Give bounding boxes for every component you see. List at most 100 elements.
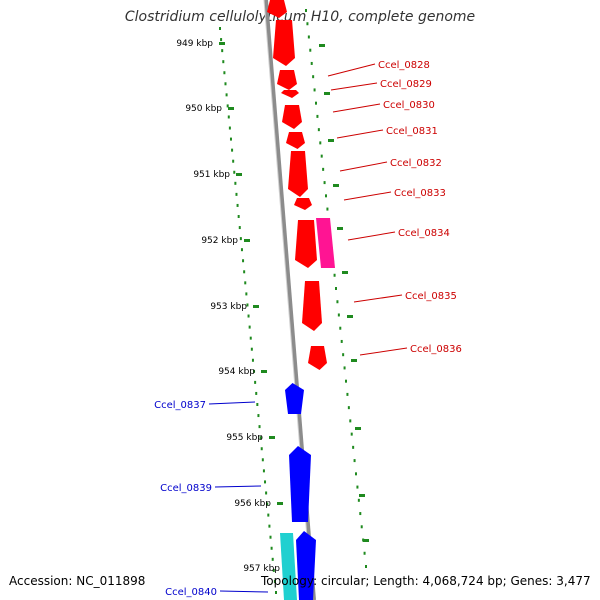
inner-tick-dot	[266, 502, 269, 506]
scale-tick-label: 950 kbp	[185, 104, 222, 114]
outer-tick-dot	[305, 9, 307, 12]
gene-label: Ccel_0832	[390, 158, 442, 169]
gene-label: Ccel_0837	[154, 400, 206, 411]
gene-label: Ccel_0840	[165, 587, 217, 598]
inner-tick-dot	[248, 325, 251, 329]
leader-line	[353, 294, 403, 303]
inner-tick-dot	[261, 458, 264, 462]
gene-arrow	[282, 105, 302, 129]
inner-tick-dot	[231, 148, 234, 152]
inner-tick-dot	[224, 82, 227, 86]
outer-tick-dot	[352, 445, 355, 449]
outer-tick-dot	[355, 472, 357, 476]
gene-label: Ccel_0831	[386, 126, 438, 137]
scale-tick-label: 954 kbp	[218, 367, 255, 377]
inner-tick-dot	[249, 336, 252, 340]
inner-tick-dot	[243, 270, 246, 274]
inner-tick-dot	[240, 248, 243, 252]
outer-tick-dot	[322, 167, 325, 171]
outer-tick-dot	[323, 181, 326, 185]
leader-line	[359, 347, 408, 356]
outer-tick-dot	[336, 300, 339, 304]
inner-tick-dot	[268, 524, 271, 528]
gene-arrow	[288, 151, 308, 197]
outer-tick-dot	[353, 459, 356, 463]
inner-tick-dot	[238, 226, 241, 230]
outer-tick-dot	[337, 313, 340, 317]
inner-tick-dot	[272, 568, 275, 572]
gene-label: Ccel_0828	[378, 60, 430, 71]
inner-tick-dot	[229, 137, 232, 141]
gene-arrow	[302, 281, 322, 331]
gene-arrow	[295, 220, 317, 268]
outer-tick-dot	[360, 525, 363, 529]
outer-tick-dot	[306, 22, 309, 26]
outer-tick-dot	[350, 432, 353, 436]
inner-tick-dot	[251, 358, 254, 362]
outer-tick-dot	[345, 379, 347, 383]
gene-label: Ccel_0836	[410, 344, 462, 355]
inner-tick-dot	[256, 403, 259, 406]
outer-tick-dot	[326, 207, 329, 211]
gene-arrow	[308, 346, 327, 370]
inner-tick-dot	[264, 480, 267, 484]
gene-arrow	[277, 70, 297, 90]
leader-line	[219, 590, 269, 593]
outer-tick-dot	[347, 406, 350, 410]
outer-tick-dot	[333, 273, 336, 277]
inner-tick-dot	[222, 60, 225, 64]
accession-text: Accession: NC_011898	[9, 574, 146, 588]
gene-arrow	[273, 20, 295, 66]
inner-tick-dot	[232, 159, 235, 163]
leader-line	[332, 103, 381, 113]
outer-tick-dot	[319, 141, 322, 145]
major-tick	[228, 107, 234, 110]
gene-arrow	[267, 0, 287, 18]
gene-arrow	[289, 446, 311, 522]
inner-tick-dot	[221, 49, 224, 53]
outer-tick-dot	[349, 419, 352, 423]
inner-tick-dot	[226, 104, 229, 108]
gene-features	[267, 0, 335, 600]
gene-arrow	[294, 198, 312, 210]
gene-label: Ccel_0830	[383, 100, 435, 111]
leader-line	[336, 129, 384, 139]
inner-tick-dot	[275, 591, 277, 594]
outer-tick-dot	[316, 114, 319, 118]
outer-major-tick	[328, 139, 334, 142]
gene-arrow	[296, 531, 316, 600]
scale-tick-label: 949 kbp	[176, 39, 213, 49]
inner-tick-dot	[219, 27, 221, 30]
outer-major-tick	[324, 92, 330, 95]
major-tick	[244, 239, 250, 242]
leader-line	[330, 82, 378, 91]
scale-tick-label: 955 kbp	[226, 433, 263, 443]
outer-tick-dot	[359, 512, 362, 516]
inner-tick-dot	[257, 414, 260, 418]
inner-tick-dot	[239, 237, 242, 241]
inner-tick-dot	[233, 170, 236, 174]
outer-tick-dot	[346, 392, 349, 396]
inner-tick-dot	[247, 314, 250, 318]
inner-tick-dot	[253, 369, 256, 373]
outer-tick-dot	[312, 75, 315, 79]
inner-tick-dot	[245, 292, 248, 296]
map-title: Clostridium cellulolyticum H10, complete…	[124, 9, 476, 25]
scale-tick-label: 953 kbp	[210, 302, 247, 312]
leader-line	[208, 401, 256, 405]
inner-tick-dot	[265, 491, 268, 495]
outer-tick-dot	[313, 88, 316, 92]
outer-tick-dot	[310, 61, 313, 65]
inner-tick-dot	[246, 303, 249, 307]
outer-major-tick	[347, 315, 353, 318]
inner-tick-dot	[225, 93, 228, 97]
inner-tick-dot	[254, 380, 257, 384]
outer-major-tick	[363, 539, 369, 542]
gene-labels: Ccel_0828 Ccel_0829 Ccel_0830 Ccel_0831 Ccel…	[154, 60, 462, 598]
leader-line	[214, 485, 262, 488]
inner-tick-dot	[262, 469, 265, 473]
gene-arrow	[285, 383, 304, 414]
inner-tick-dot	[270, 546, 273, 550]
inner-tick-dot	[258, 425, 261, 429]
major-tick	[261, 370, 267, 373]
